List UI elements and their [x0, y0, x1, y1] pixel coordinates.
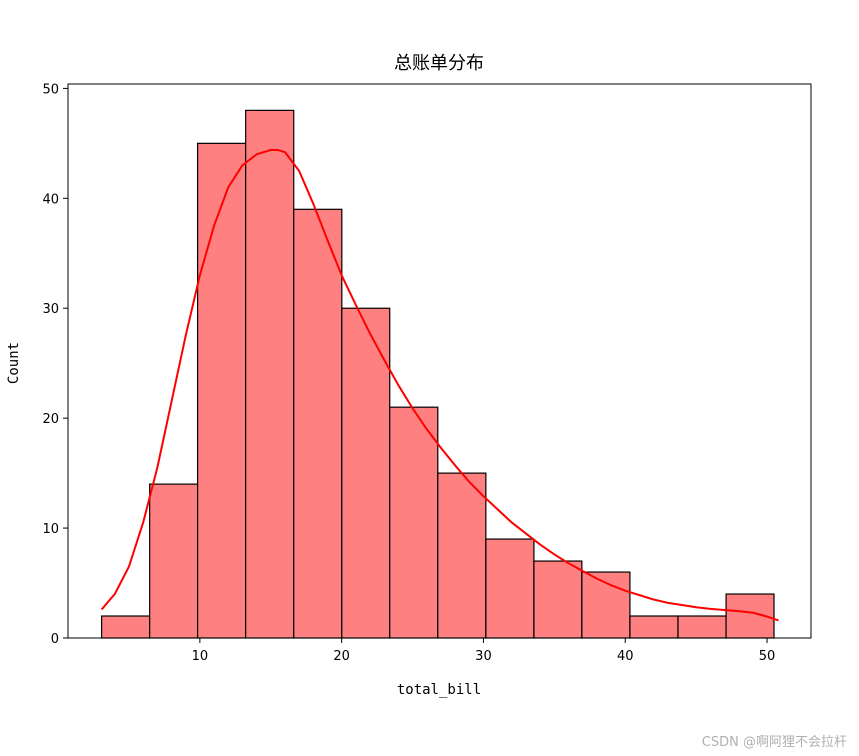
y-tick-label: 40 — [42, 192, 59, 207]
histogram-bar-11 — [629, 615, 679, 639]
histogram-bar-12 — [677, 615, 727, 639]
histogram-bar-8 — [485, 538, 535, 639]
watermark-text: CSDN @啊阿狸不会拉杆 — [701, 735, 847, 750]
x-axis-label: total_bill — [397, 682, 481, 698]
histogram-bar-5 — [341, 307, 391, 639]
histogram-bar-1 — [149, 483, 199, 639]
y-tick-label: 0 — [51, 632, 59, 647]
y-tick-label: 10 — [42, 522, 59, 537]
bars-group — [101, 109, 775, 639]
kde-group — [100, 148, 779, 622]
y-axis-label: Count — [6, 342, 22, 384]
x-tick-label: 50 — [759, 649, 776, 664]
x-tick-label: 30 — [475, 649, 492, 664]
plot-frame — [67, 83, 812, 639]
histogram-bar-9 — [533, 560, 583, 639]
axes-group: 10 20 30 40 50 0 10 20 30 40 50 — [42, 82, 812, 664]
kde-line — [100, 148, 779, 622]
y-tick-label: 50 — [42, 82, 59, 97]
histogram-bar-7 — [437, 472, 487, 639]
y-tick-label: 30 — [42, 302, 59, 317]
histogram-bar-3 — [245, 109, 295, 639]
histogram-bar-2 — [196, 142, 247, 639]
histogram-bar-4 — [293, 208, 343, 639]
y-tick-label: 20 — [42, 412, 59, 427]
x-tick-label: 40 — [617, 649, 634, 664]
histogram-bar-0 — [101, 615, 151, 639]
x-tick-label: 20 — [333, 649, 350, 664]
histogram-bar-6 — [389, 406, 439, 639]
x-tick-label: 10 — [192, 649, 209, 664]
chart-title: 总账单分布 — [394, 53, 484, 74]
